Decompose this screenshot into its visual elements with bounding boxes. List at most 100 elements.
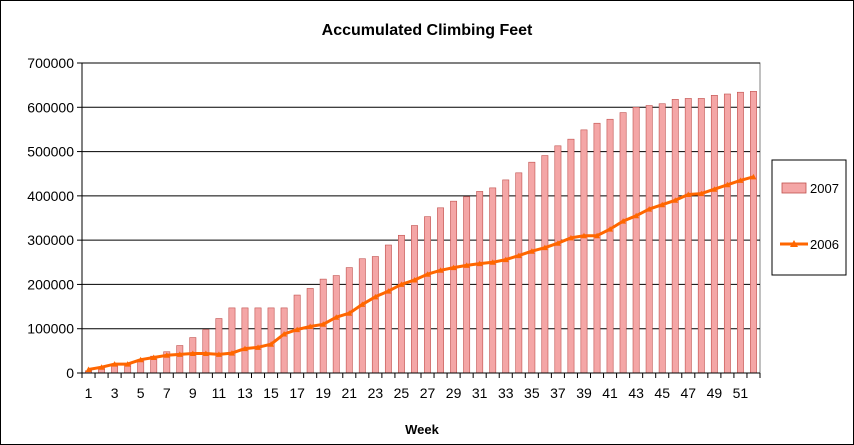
bar-2007 [606, 118, 614, 374]
x-tick-label: 33 [498, 385, 514, 401]
point-2006 [307, 323, 314, 329]
y-tick-label: 200000 [27, 276, 74, 292]
bar-2007 [345, 267, 353, 374]
bar-2007 [241, 307, 249, 374]
point-2006 [528, 248, 535, 254]
x-tick-label: 25 [394, 385, 410, 401]
bar-2007 [176, 345, 184, 374]
point-2006 [202, 350, 209, 357]
point-2006 [502, 256, 509, 263]
x-tick-label: 7 [163, 385, 171, 401]
x-tick-label: 49 [707, 385, 723, 401]
x-tick-label: 9 [189, 385, 197, 401]
x-axis-label: Week [405, 422, 439, 437]
y-axis-ticks: 0 100000 200000 300000 400000 500000 600000 700… [27, 55, 83, 381]
bar-2007 [450, 200, 458, 374]
bar-2007 [424, 216, 431, 374]
x-tick-label: 19 [315, 385, 331, 401]
bar-2007 [684, 98, 692, 374]
point-2006 [580, 232, 587, 239]
line-2006 [88, 175, 754, 371]
legend: 2007 2006 [771, 159, 847, 276]
point-2006 [633, 212, 640, 219]
bar-2007 [280, 307, 288, 374]
gridlines [82, 62, 760, 330]
bar-2007 [750, 91, 757, 374]
point-2006 [241, 345, 248, 352]
point-2006 [98, 364, 105, 370]
point-2006 [567, 234, 574, 241]
y-tick-label: 700000 [27, 55, 74, 71]
x-tick-label: 21 [341, 385, 357, 401]
legend-marker-2006 [790, 240, 798, 247]
point-2006 [150, 354, 157, 360]
x-tick-label: 45 [654, 385, 670, 401]
bar-series-2007 [85, 91, 757, 374]
bar-2007 [371, 256, 379, 374]
point-2006 [659, 201, 666, 208]
plot-area [81, 62, 761, 374]
y-tick-label: 0 [66, 365, 74, 381]
bar-2007 [710, 95, 718, 374]
x-tick-label: 31 [472, 385, 488, 401]
x-tick-label: 29 [446, 385, 462, 401]
y-tick-label: 600000 [27, 99, 74, 115]
bar-2007 [476, 191, 484, 374]
point-2006 [372, 293, 379, 300]
y-tick-label: 100000 [27, 321, 74, 337]
line-series-2006 [85, 173, 757, 372]
bar-2007 [632, 106, 640, 374]
bar-2007 [697, 98, 705, 374]
point-2006 [750, 173, 757, 180]
point-2006 [385, 288, 392, 294]
x-tick-label: 43 [628, 385, 644, 401]
x-tick-label: 11 [212, 385, 227, 401]
bar-2007 [358, 258, 366, 374]
point-2006 [268, 341, 275, 347]
bar-2007 [554, 145, 562, 374]
bar-2007 [332, 275, 340, 374]
point-2006 [724, 181, 731, 188]
point-2006 [176, 351, 183, 357]
point-2006 [450, 264, 457, 271]
point-2006 [646, 206, 653, 212]
bar-2007 [737, 91, 744, 374]
x-tick-label: 15 [263, 385, 279, 401]
chart-title: Accumulated Climbing Feet [322, 22, 533, 39]
bar-2007 [463, 196, 471, 374]
point-2006 [189, 350, 196, 357]
x-tick-label: 17 [289, 385, 305, 401]
point-2006 [489, 259, 496, 265]
bar-2007 [541, 155, 549, 374]
bar-2007 [723, 93, 731, 374]
point-2006 [685, 191, 692, 198]
x-axis-ticks: 1 3 5 7 9 11 13 15 17 19 21 23 25 27 29 31 33 35 37 39 41 43 4… [81, 372, 761, 401]
bar-2007 [384, 244, 392, 374]
point-2006 [320, 321, 327, 327]
bar-2007 [619, 112, 627, 374]
point-2006 [737, 177, 744, 183]
bar-2007 [437, 207, 444, 374]
point-2006 [594, 232, 601, 239]
point-2006 [411, 277, 418, 283]
bar-2007 [489, 187, 497, 374]
bar-2007 [567, 138, 575, 374]
point-2006 [437, 267, 444, 273]
bar-2007 [254, 307, 262, 374]
bar-2007 [658, 103, 666, 374]
bar-2007 [515, 172, 523, 374]
legend-swatch-2007 [781, 182, 807, 194]
bar-2007 [502, 179, 510, 374]
x-tick-label: 47 [680, 385, 696, 401]
point-2006 [163, 352, 170, 358]
point-2006 [228, 350, 235, 356]
bar-2007 [671, 99, 679, 374]
point-2006 [620, 218, 627, 224]
point-2006 [294, 326, 301, 333]
point-2006 [541, 244, 548, 251]
x-tick-label: 5 [137, 385, 145, 401]
legend-label-2007: 2007 [810, 181, 839, 196]
point-2006 [137, 356, 144, 363]
bar-2007 [528, 161, 536, 374]
